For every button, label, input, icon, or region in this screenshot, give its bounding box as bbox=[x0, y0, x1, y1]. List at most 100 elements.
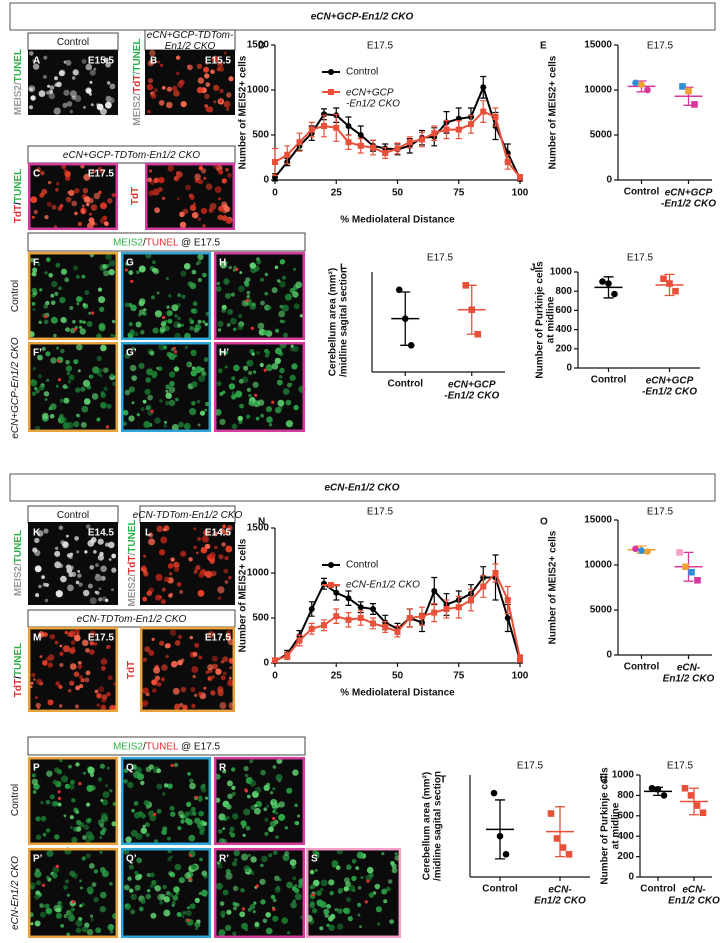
cell bbox=[43, 632, 48, 637]
cell bbox=[188, 317, 193, 322]
cell bbox=[279, 406, 283, 410]
cell bbox=[173, 886, 180, 893]
cell bbox=[174, 314, 178, 318]
cell bbox=[249, 262, 256, 269]
cell bbox=[359, 925, 362, 928]
cell bbox=[77, 570, 81, 573]
cell bbox=[30, 681, 34, 685]
cell bbox=[99, 306, 105, 313]
cell bbox=[148, 169, 153, 173]
panel-border bbox=[27, 341, 119, 433]
cell bbox=[100, 344, 107, 352]
data-point bbox=[357, 615, 364, 621]
cell bbox=[81, 208, 85, 212]
text-line: Number of Purkinje cells bbox=[534, 261, 545, 379]
cell bbox=[30, 922, 34, 926]
cell bbox=[249, 759, 254, 764]
cell bbox=[235, 390, 243, 398]
cell bbox=[110, 373, 114, 377]
cell bbox=[35, 816, 41, 822]
panel-letter: R’ bbox=[219, 854, 229, 865]
cell bbox=[244, 773, 249, 778]
panel-border bbox=[213, 251, 306, 341]
cell bbox=[345, 881, 351, 887]
cell bbox=[174, 640, 181, 646]
cell bbox=[243, 365, 249, 371]
cell bbox=[263, 784, 270, 791]
cell bbox=[96, 333, 102, 339]
cell bbox=[46, 770, 53, 777]
cell bbox=[124, 302, 130, 308]
cell bbox=[213, 100, 217, 104]
text-line: En1/2 CKO bbox=[663, 673, 715, 684]
data-point bbox=[496, 832, 504, 840]
cell bbox=[218, 197, 222, 201]
data-point bbox=[394, 628, 401, 635]
cell bbox=[41, 412, 49, 420]
cell bbox=[163, 423, 168, 428]
caption-box bbox=[27, 609, 236, 628]
cell bbox=[32, 59, 36, 63]
cell bbox=[35, 593, 40, 598]
cell bbox=[217, 829, 223, 834]
cell bbox=[214, 409, 222, 416]
cell bbox=[111, 553, 117, 559]
cell bbox=[66, 893, 70, 897]
cell bbox=[222, 671, 227, 676]
cell bbox=[224, 555, 229, 561]
cell bbox=[81, 204, 85, 208]
cell bbox=[231, 767, 236, 772]
cell bbox=[77, 664, 83, 670]
cell bbox=[101, 694, 108, 700]
text-line: at midline bbox=[545, 296, 556, 343]
micrograph bbox=[28, 50, 118, 115]
cell bbox=[198, 655, 203, 660]
cell bbox=[162, 196, 166, 200]
cell bbox=[219, 901, 225, 906]
cell bbox=[192, 675, 196, 679]
data-point bbox=[296, 637, 303, 644]
cell bbox=[231, 394, 237, 400]
cell bbox=[326, 923, 330, 927]
cell bbox=[264, 291, 269, 296]
cell bbox=[271, 363, 279, 370]
cell bbox=[53, 225, 57, 229]
stage-label: E14.5 bbox=[205, 528, 232, 539]
panel-border bbox=[213, 341, 306, 433]
data-point bbox=[462, 282, 470, 289]
cell bbox=[281, 304, 289, 312]
cell bbox=[168, 294, 172, 298]
cell bbox=[260, 769, 266, 776]
cell bbox=[34, 870, 42, 878]
cell bbox=[274, 875, 280, 882]
cell bbox=[111, 821, 117, 827]
cell bbox=[213, 84, 220, 91]
cell bbox=[200, 370, 207, 377]
cell bbox=[187, 906, 191, 910]
label-part: MEIS2 bbox=[113, 237, 143, 248]
panel-border bbox=[120, 756, 212, 846]
cell bbox=[107, 675, 113, 681]
cell bbox=[124, 389, 131, 396]
data-point bbox=[357, 604, 364, 611]
chart-letter: J bbox=[530, 263, 536, 274]
cell bbox=[145, 404, 152, 411]
cell bbox=[253, 400, 259, 407]
label-part: @ E17.5 bbox=[178, 237, 220, 248]
chart-title: E17.5 bbox=[517, 761, 544, 772]
cell bbox=[268, 826, 274, 833]
cell bbox=[76, 343, 83, 351]
text-line: eCN- bbox=[682, 884, 706, 895]
cell bbox=[263, 368, 267, 372]
cell bbox=[95, 563, 99, 567]
cell bbox=[107, 198, 113, 204]
y-tick-label: 15000 bbox=[584, 40, 612, 51]
data-point bbox=[672, 287, 679, 295]
cell bbox=[62, 645, 70, 653]
cell bbox=[274, 265, 279, 270]
cell bbox=[31, 215, 35, 219]
cell bbox=[227, 793, 233, 799]
cell bbox=[203, 357, 209, 362]
cell bbox=[66, 371, 70, 376]
cell bbox=[198, 795, 202, 799]
